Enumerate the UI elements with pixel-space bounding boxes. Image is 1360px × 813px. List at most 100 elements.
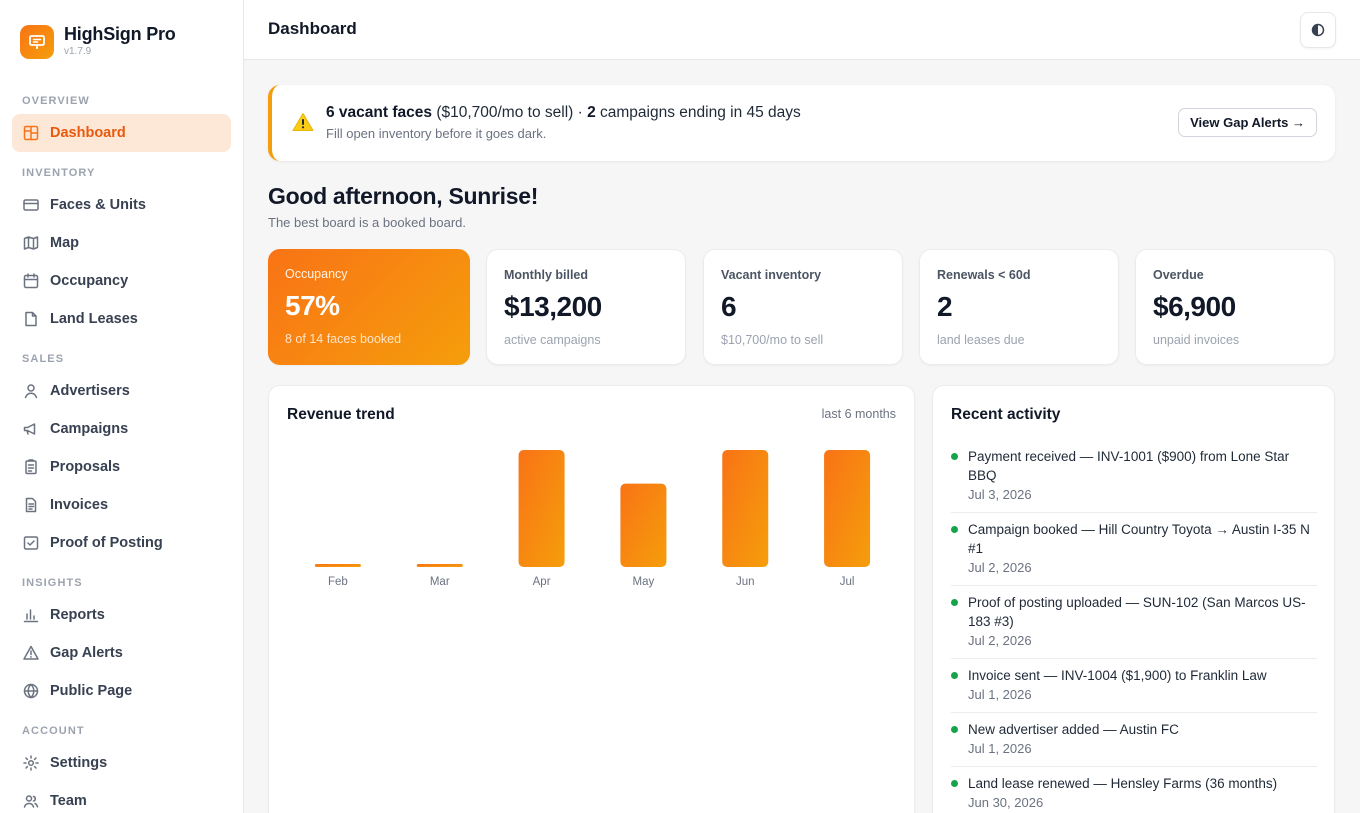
- sidebar-item-label: Advertisers: [50, 383, 130, 399]
- revenue-bar-feb[interactable]: [314, 564, 361, 567]
- stat-card-renewals[interactable]: Renewals < 60d 2 land leases due: [919, 249, 1119, 365]
- sidebar-section-label: INVENTORY: [22, 167, 96, 179]
- activity-text: Invoice sent — INV-1004 ($1,900) to Fran…: [968, 668, 1267, 683]
- activity-date: Jul 2, 2026: [968, 633, 1032, 648]
- sidebar-item-label: Reports: [50, 607, 105, 623]
- activity-item[interactable]: New advertiser added — Austin FC Jul 1, 2…: [951, 713, 1317, 767]
- top-bar: Dashboard: [244, 0, 1360, 60]
- activity-list: Payment received — INV-1001 ($900) from …: [951, 444, 1317, 813]
- revenue-bar-may[interactable]: [620, 483, 667, 567]
- warning-icon: [22, 644, 40, 662]
- stat-card-overdue[interactable]: Overdue $6,900 unpaid invoices: [1135, 249, 1335, 365]
- stat-card-monthly-billed[interactable]: Monthly billed $13,200 active campaigns: [486, 249, 686, 365]
- status-dot: [951, 780, 958, 787]
- activity-item[interactable]: Payment received — INV-1001 ($900) from …: [951, 444, 1317, 513]
- globe-icon: [22, 682, 40, 700]
- alert-vacant-count: 6 vacant faces: [326, 104, 432, 121]
- grid-icon: [22, 124, 40, 142]
- sidebar-item-label: Proof of Posting: [50, 535, 163, 551]
- stat-card-vacant-inventory[interactable]: Vacant inventory 6 $10,700/mo to sell: [703, 249, 903, 365]
- sidebar-item-proof-of-posting[interactable]: Proof of Posting: [12, 524, 231, 562]
- sidebar-item-faces-units[interactable]: Faces & Units: [12, 186, 231, 224]
- sidebar-item-occupancy[interactable]: Occupancy: [12, 262, 231, 300]
- x-tick-label: Apr: [533, 576, 551, 588]
- file-icon: [22, 310, 40, 328]
- recent-activity-panel: Recent activity Payment received — INV-1…: [932, 385, 1335, 813]
- map-icon: [22, 234, 40, 252]
- sidebar-item-dashboard[interactable]: Dashboard: [12, 114, 231, 152]
- x-tick-label: Jun: [736, 576, 755, 588]
- stat-sub: active campaigns: [504, 333, 601, 347]
- gear-icon: [22, 754, 40, 772]
- sidebar-item-label: Dashboard: [50, 125, 126, 141]
- activity-text: Proof of posting uploaded — SUN-102 (San…: [968, 595, 1306, 629]
- activity-date: Jul 1, 2026: [968, 687, 1032, 702]
- activity-date: Jul 2, 2026: [968, 560, 1032, 575]
- activity-text: Land lease renewed — Hensley Farms (36 m…: [968, 776, 1278, 791]
- stat-label: Occupancy: [285, 267, 348, 281]
- check-square-icon: [22, 534, 40, 552]
- revenue-bar-apr[interactable]: [518, 450, 565, 567]
- activity-item[interactable]: Land lease renewed — Hensley Farms (36 m…: [951, 767, 1317, 813]
- x-tick-label: May: [633, 576, 655, 588]
- revenue-title: Revenue trend: [287, 406, 395, 423]
- sidebar-item-public-page[interactable]: Public Page: [12, 672, 231, 710]
- activity-date: Jul 1, 2026: [968, 741, 1032, 756]
- sidebar-item-invoices[interactable]: Invoices: [12, 486, 231, 524]
- alert-campaign-count: 2: [587, 104, 596, 121]
- stat-value: 2: [937, 291, 953, 322]
- activity-date: Jul 3, 2026: [968, 487, 1032, 502]
- view-gap-alerts-button[interactable]: View Gap Alerts →: [1178, 108, 1317, 137]
- sidebar-item-team[interactable]: Team: [12, 782, 231, 813]
- sidebar-item-label: Gap Alerts: [50, 645, 123, 661]
- stat-sub: unpaid invoices: [1153, 333, 1240, 347]
- stat-sub: 8 of 14 faces booked: [285, 332, 402, 346]
- sidebar-item-proposals[interactable]: Proposals: [12, 448, 231, 486]
- activity-text: Campaign booked — Hill Country Toyota → …: [968, 522, 1310, 556]
- invoice-icon: [22, 496, 40, 514]
- sidebar-item-land-leases[interactable]: Land Leases: [12, 300, 231, 338]
- greeting-title: Good afternoon, Sunrise!: [268, 183, 539, 209]
- stat-card-occupancy[interactable]: Occupancy 57% 8 of 14 faces booked: [268, 249, 470, 365]
- bar-chart-icon: [22, 606, 40, 624]
- activity-item[interactable]: Proof of posting uploaded — SUN-102 (San…: [951, 586, 1317, 659]
- stat-value: 6: [721, 291, 737, 322]
- sidebar-item-advertisers[interactable]: Advertisers: [12, 372, 231, 410]
- sidebar-item-campaigns[interactable]: Campaigns: [12, 410, 231, 448]
- logo-icon: [20, 25, 54, 59]
- sidebar-section-label: SALES: [22, 353, 65, 365]
- sidebar-section-label: ACCOUNT: [22, 725, 85, 737]
- sidebar-item-label: Map: [50, 235, 79, 251]
- revenue-chart: Feb Mar Apr May Jun Jul: [314, 450, 871, 588]
- megaphone-icon: [22, 420, 40, 438]
- brand[interactable]: HighSign Pro v1.7.9: [0, 0, 243, 86]
- revenue-bar-jul[interactable]: [824, 450, 871, 567]
- calendar-icon: [22, 272, 40, 290]
- sidebar-item-reports[interactable]: Reports: [12, 596, 231, 634]
- theme-toggle-button[interactable]: [1300, 12, 1336, 48]
- sidebar-item-label: Settings: [50, 755, 108, 771]
- sidebar-item-label: Faces & Units: [50, 197, 146, 213]
- revenue-bar-jun[interactable]: [722, 450, 769, 567]
- sidebar-item-settings[interactable]: Settings: [12, 744, 231, 782]
- sidebar-item-label: Campaigns: [50, 421, 129, 437]
- sidebar-item-label: Public Page: [50, 683, 133, 699]
- activity-item[interactable]: Invoice sent — INV-1004 ($1,900) to Fran…: [951, 659, 1317, 713]
- sidebar-item-map[interactable]: Map: [12, 224, 231, 262]
- stat-label: Vacant inventory: [721, 268, 822, 282]
- stat-label: Overdue: [1153, 268, 1204, 282]
- stat-sub: land leases due: [937, 333, 1025, 347]
- activity-text: New advertiser added — Austin FC: [968, 722, 1179, 737]
- activity-item[interactable]: Campaign booked — Hill Country Toyota → …: [951, 513, 1317, 586]
- stat-label: Monthly billed: [504, 268, 589, 282]
- sidebar-item-label: Occupancy: [50, 273, 129, 289]
- status-dot: [951, 526, 958, 533]
- warning-icon: [292, 112, 314, 137]
- status-dot: [951, 599, 958, 606]
- revenue-bar-mar[interactable]: [416, 564, 463, 567]
- sidebar-item-gap-alerts[interactable]: Gap Alerts: [12, 634, 231, 672]
- greeting-subtitle: The best board is a booked board.: [268, 215, 467, 230]
- sidebar-nav: OVERVIEW Dashboard INVENTORY Faces & Units M…: [0, 92, 243, 813]
- stat-value: $6,900: [1153, 291, 1236, 322]
- sidebar-item-label: Invoices: [50, 497, 109, 513]
